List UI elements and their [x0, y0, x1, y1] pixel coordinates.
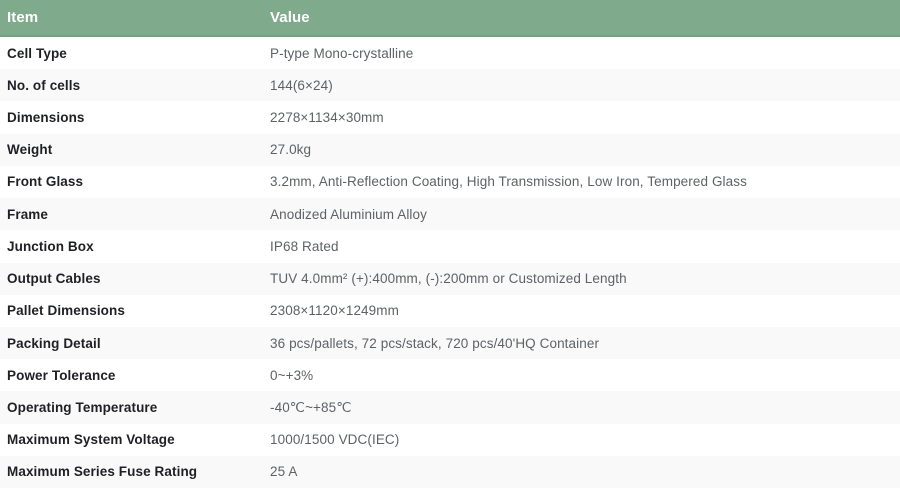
table-header-row: Item Value [0, 0, 900, 37]
item-label: Packing Detail [7, 335, 101, 351]
table-row-operating-temperature: Operating Temperature -40℃~+85℃ [0, 391, 900, 424]
table-body: Cell Type P-type Mono-crystalline No. of… [0, 37, 900, 488]
table-row-front-glass: Front Glass 3.2mm, Anti-Reflection Coati… [0, 165, 900, 199]
column-header-value: Value [270, 9, 310, 26]
table-row-power-tolerance: Power Tolerance 0~+3% [0, 359, 900, 392]
table-row-junction-box: Junction Box IP68 Rated [0, 230, 900, 263]
item-value: P-type Mono-crystalline [270, 45, 414, 61]
item-value: 2278×1134×30mm [270, 110, 384, 126]
item-label: Maximum Series Fuse Rating [7, 464, 198, 480]
item-label: Cell Type [7, 45, 67, 61]
item-value: 36 pcs/pallets, 72 pcs/stack, 720 pcs/40… [270, 335, 600, 351]
item-value: TUV 4.0mm² (+):400mm, (-):200mm or Custo… [270, 271, 627, 287]
item-value: 3.2mm, Anti-Reflection Coating, High Tra… [270, 174, 747, 190]
item-value: IP68 Rated [270, 238, 339, 254]
item-value: Anodized Aluminium Alloy [270, 206, 427, 222]
table-row-packing-detail: Packing Detail 36 pcs/pallets, 72 pcs/st… [0, 326, 900, 360]
table-row-dimensions: Dimensions 2278×1134×30mm [0, 101, 900, 134]
table-row-maximum-system-voltage: Maximum System Voltage 1000/1500 VDC(IEC… [0, 423, 900, 456]
table-row-pallet-dimensions: Pallet Dimensions 2308×1120×1249mm [0, 294, 900, 327]
item-label: Output Cables [7, 271, 101, 287]
item-value: 144(6×24) [270, 77, 333, 93]
table-row-frame: Frame Anodized Aluminium Alloy [0, 198, 900, 231]
table-row-cell-type: Cell Type P-type Mono-crystalline [0, 37, 900, 70]
item-label: No. of cells [7, 77, 81, 93]
item-label: Weight [7, 142, 53, 158]
item-label: Front Glass [7, 174, 84, 190]
item-label: Maximum System Voltage [7, 432, 175, 448]
item-value: 25 A [270, 464, 298, 480]
item-label: Junction Box [7, 238, 94, 254]
item-label: Pallet Dimensions [7, 303, 125, 319]
item-label: Power Tolerance [7, 367, 116, 383]
item-value: 0~+3% [270, 367, 314, 383]
item-label: Operating Temperature [7, 400, 158, 416]
column-header-item: Item [7, 9, 39, 26]
table-row-no-of-cells: No. of cells 144(6×24) [0, 69, 900, 102]
item-value: 1000/1500 VDC(IEC) [270, 432, 400, 448]
item-value: -40℃~+85℃ [270, 399, 352, 415]
item-label: Dimensions [7, 110, 85, 126]
item-value: 2308×1120×1249mm [270, 303, 399, 319]
table-row-output-cables: Output Cables TUV 4.0mm² (+):400mm, (-):… [0, 262, 900, 295]
table-row-weight: Weight 27.0kg [0, 133, 900, 166]
item-value: 27.0kg [270, 142, 312, 158]
table-row-maximum-series-fuse-rating: Maximum Series Fuse Rating 25 A [0, 455, 900, 488]
item-label: Frame [7, 206, 49, 222]
